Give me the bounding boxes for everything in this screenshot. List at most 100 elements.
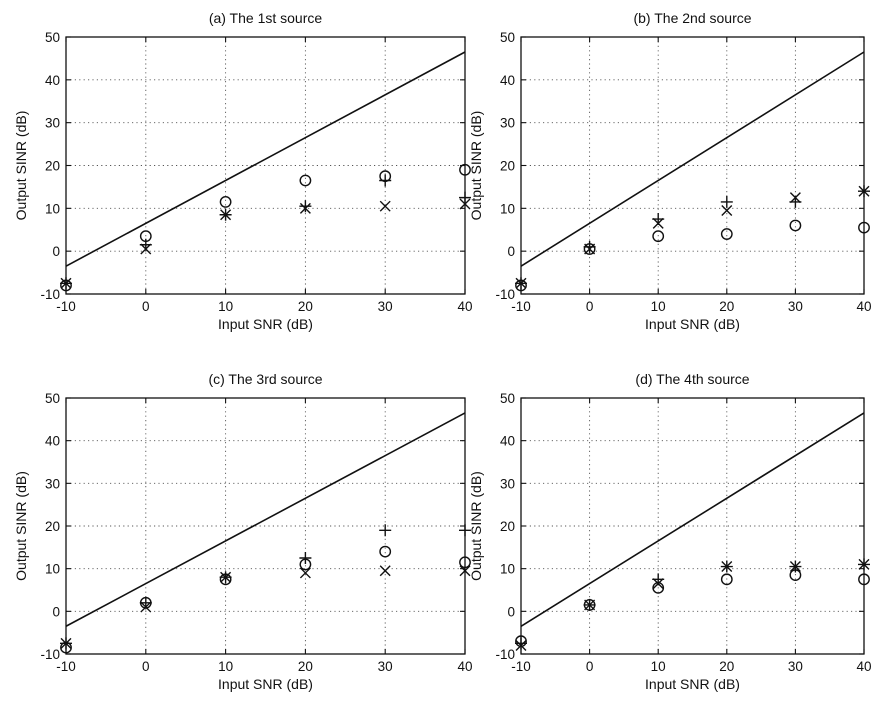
marker-cross <box>652 578 664 590</box>
x-axis-label: Input SNR (dB) <box>645 676 740 692</box>
y-tick-label: -10 <box>40 287 60 302</box>
marker-circle <box>60 279 72 292</box>
y-tick-label: 0 <box>52 604 60 619</box>
marker-cross <box>379 200 391 212</box>
subplot-2: -10 0 10 20 30 40 -10 0 10 20 30 40 50 (b) The 2nd so… <box>468 10 872 332</box>
reference-line <box>520 51 865 267</box>
marker-circle <box>379 170 392 183</box>
marker-circle <box>583 243 596 255</box>
marker-circle <box>652 230 665 243</box>
marker-plus <box>459 524 471 537</box>
marker-circle <box>789 569 802 581</box>
marker-cross <box>789 192 801 204</box>
x-tick-label: 0 <box>586 659 594 674</box>
y-tick-label: -10 <box>495 647 515 662</box>
y-tick-label: 30 <box>500 116 515 131</box>
x-axis-label: Input SNR (dB) <box>218 676 313 692</box>
y-tick-label: 0 <box>52 244 60 259</box>
plot-frame <box>520 36 865 295</box>
y-tick-label: 30 <box>500 476 515 491</box>
x-tick-label: 30 <box>378 299 393 314</box>
x-tick-label: 0 <box>586 299 594 314</box>
marker-circle <box>139 230 152 243</box>
marker-circle <box>299 174 312 187</box>
marker-circle <box>379 545 392 558</box>
x-tick-label: 10 <box>651 299 666 314</box>
x-tick-label: 40 <box>856 299 871 314</box>
subplot-1: -10 0 10 20 30 40 -10 0 10 20 30 40 50 (a) The 1st so… <box>13 10 473 332</box>
y-axis-label: Output SINR (dB) <box>468 111 484 221</box>
marker-cross <box>721 561 733 573</box>
y-tick-label: -10 <box>495 287 515 302</box>
marker-circle <box>789 219 802 232</box>
x-tick-label: 40 <box>457 299 472 314</box>
reference-line <box>65 51 466 267</box>
subplot-title: (d) The 4th source <box>635 371 749 387</box>
marker-cross <box>140 243 152 255</box>
marker-circle <box>858 573 870 586</box>
x-tick-label: 10 <box>218 299 233 314</box>
y-tick-label: 0 <box>507 604 515 619</box>
marker-cross <box>789 561 801 573</box>
y-tick-label: 50 <box>500 391 515 406</box>
marker-cross <box>584 243 596 255</box>
x-tick-label: 40 <box>457 659 472 674</box>
subplot-3: -10 0 10 20 30 40 -10 0 10 20 30 40 50 (c) The 3rd so… <box>13 371 473 692</box>
marker-circle <box>459 163 471 176</box>
x-tick-label: 20 <box>719 299 734 314</box>
x-tick-label: 0 <box>142 659 150 674</box>
marker-cross <box>60 277 72 289</box>
y-tick-label: 50 <box>45 391 60 406</box>
plot-frame <box>65 36 466 295</box>
y-tick-label: 10 <box>500 562 515 577</box>
marker-circle <box>219 573 232 586</box>
marker-plus <box>379 174 392 187</box>
marker-cross <box>299 567 311 579</box>
y-axis-label: Output SINR (dB) <box>13 471 29 581</box>
marker-plus <box>379 524 392 537</box>
x-tick-label: 40 <box>856 659 871 674</box>
marker-cross <box>379 565 391 577</box>
marker-plus <box>720 195 733 208</box>
marker-circle <box>583 599 596 611</box>
marker-circle <box>858 221 870 234</box>
x-tick-label: 0 <box>142 299 150 314</box>
y-tick-label: 40 <box>500 434 515 449</box>
subplot-4: -10 0 10 20 30 40 -10 0 10 20 30 40 50 (d) The 4th so… <box>468 371 872 692</box>
x-axis-label: Input SNR (dB) <box>218 316 313 332</box>
y-tick-label: -10 <box>40 647 60 662</box>
x-tick-label: -10 <box>56 299 76 314</box>
y-tick-label: 40 <box>45 434 60 449</box>
y-tick-label: 20 <box>45 519 60 534</box>
x-tick-label: 30 <box>378 659 393 674</box>
marker-circle <box>219 196 232 208</box>
y-tick-label: 20 <box>500 519 515 534</box>
y-tick-label: 0 <box>507 244 515 259</box>
marker-cross <box>515 277 527 289</box>
marker-cross <box>140 601 152 613</box>
y-axis-label: Output SINR (dB) <box>13 111 29 221</box>
x-tick-label: -10 <box>56 659 76 674</box>
y-tick-label: 30 <box>45 116 60 131</box>
marker-circle <box>720 228 733 240</box>
x-tick-label: 30 <box>788 659 803 674</box>
marker-plus <box>299 200 312 213</box>
y-tick-label: 50 <box>45 30 60 45</box>
subplot-title: (a) The 1st source <box>209 10 323 26</box>
x-tick-label: 10 <box>651 659 666 674</box>
x-tick-label: 20 <box>719 659 734 674</box>
marker-plus <box>459 191 471 204</box>
marker-circle <box>459 556 471 569</box>
subplot-title: (b) The 2nd source <box>633 10 751 26</box>
reference-line <box>65 412 466 627</box>
marker-cross <box>459 565 471 577</box>
x-tick-label: 20 <box>298 299 313 314</box>
y-tick-label: 40 <box>500 73 515 88</box>
marker-cross <box>299 202 311 214</box>
y-tick-label: 10 <box>500 201 515 216</box>
marker-cross <box>584 599 596 611</box>
marker-cross <box>515 639 527 651</box>
marker-cross <box>858 558 870 570</box>
